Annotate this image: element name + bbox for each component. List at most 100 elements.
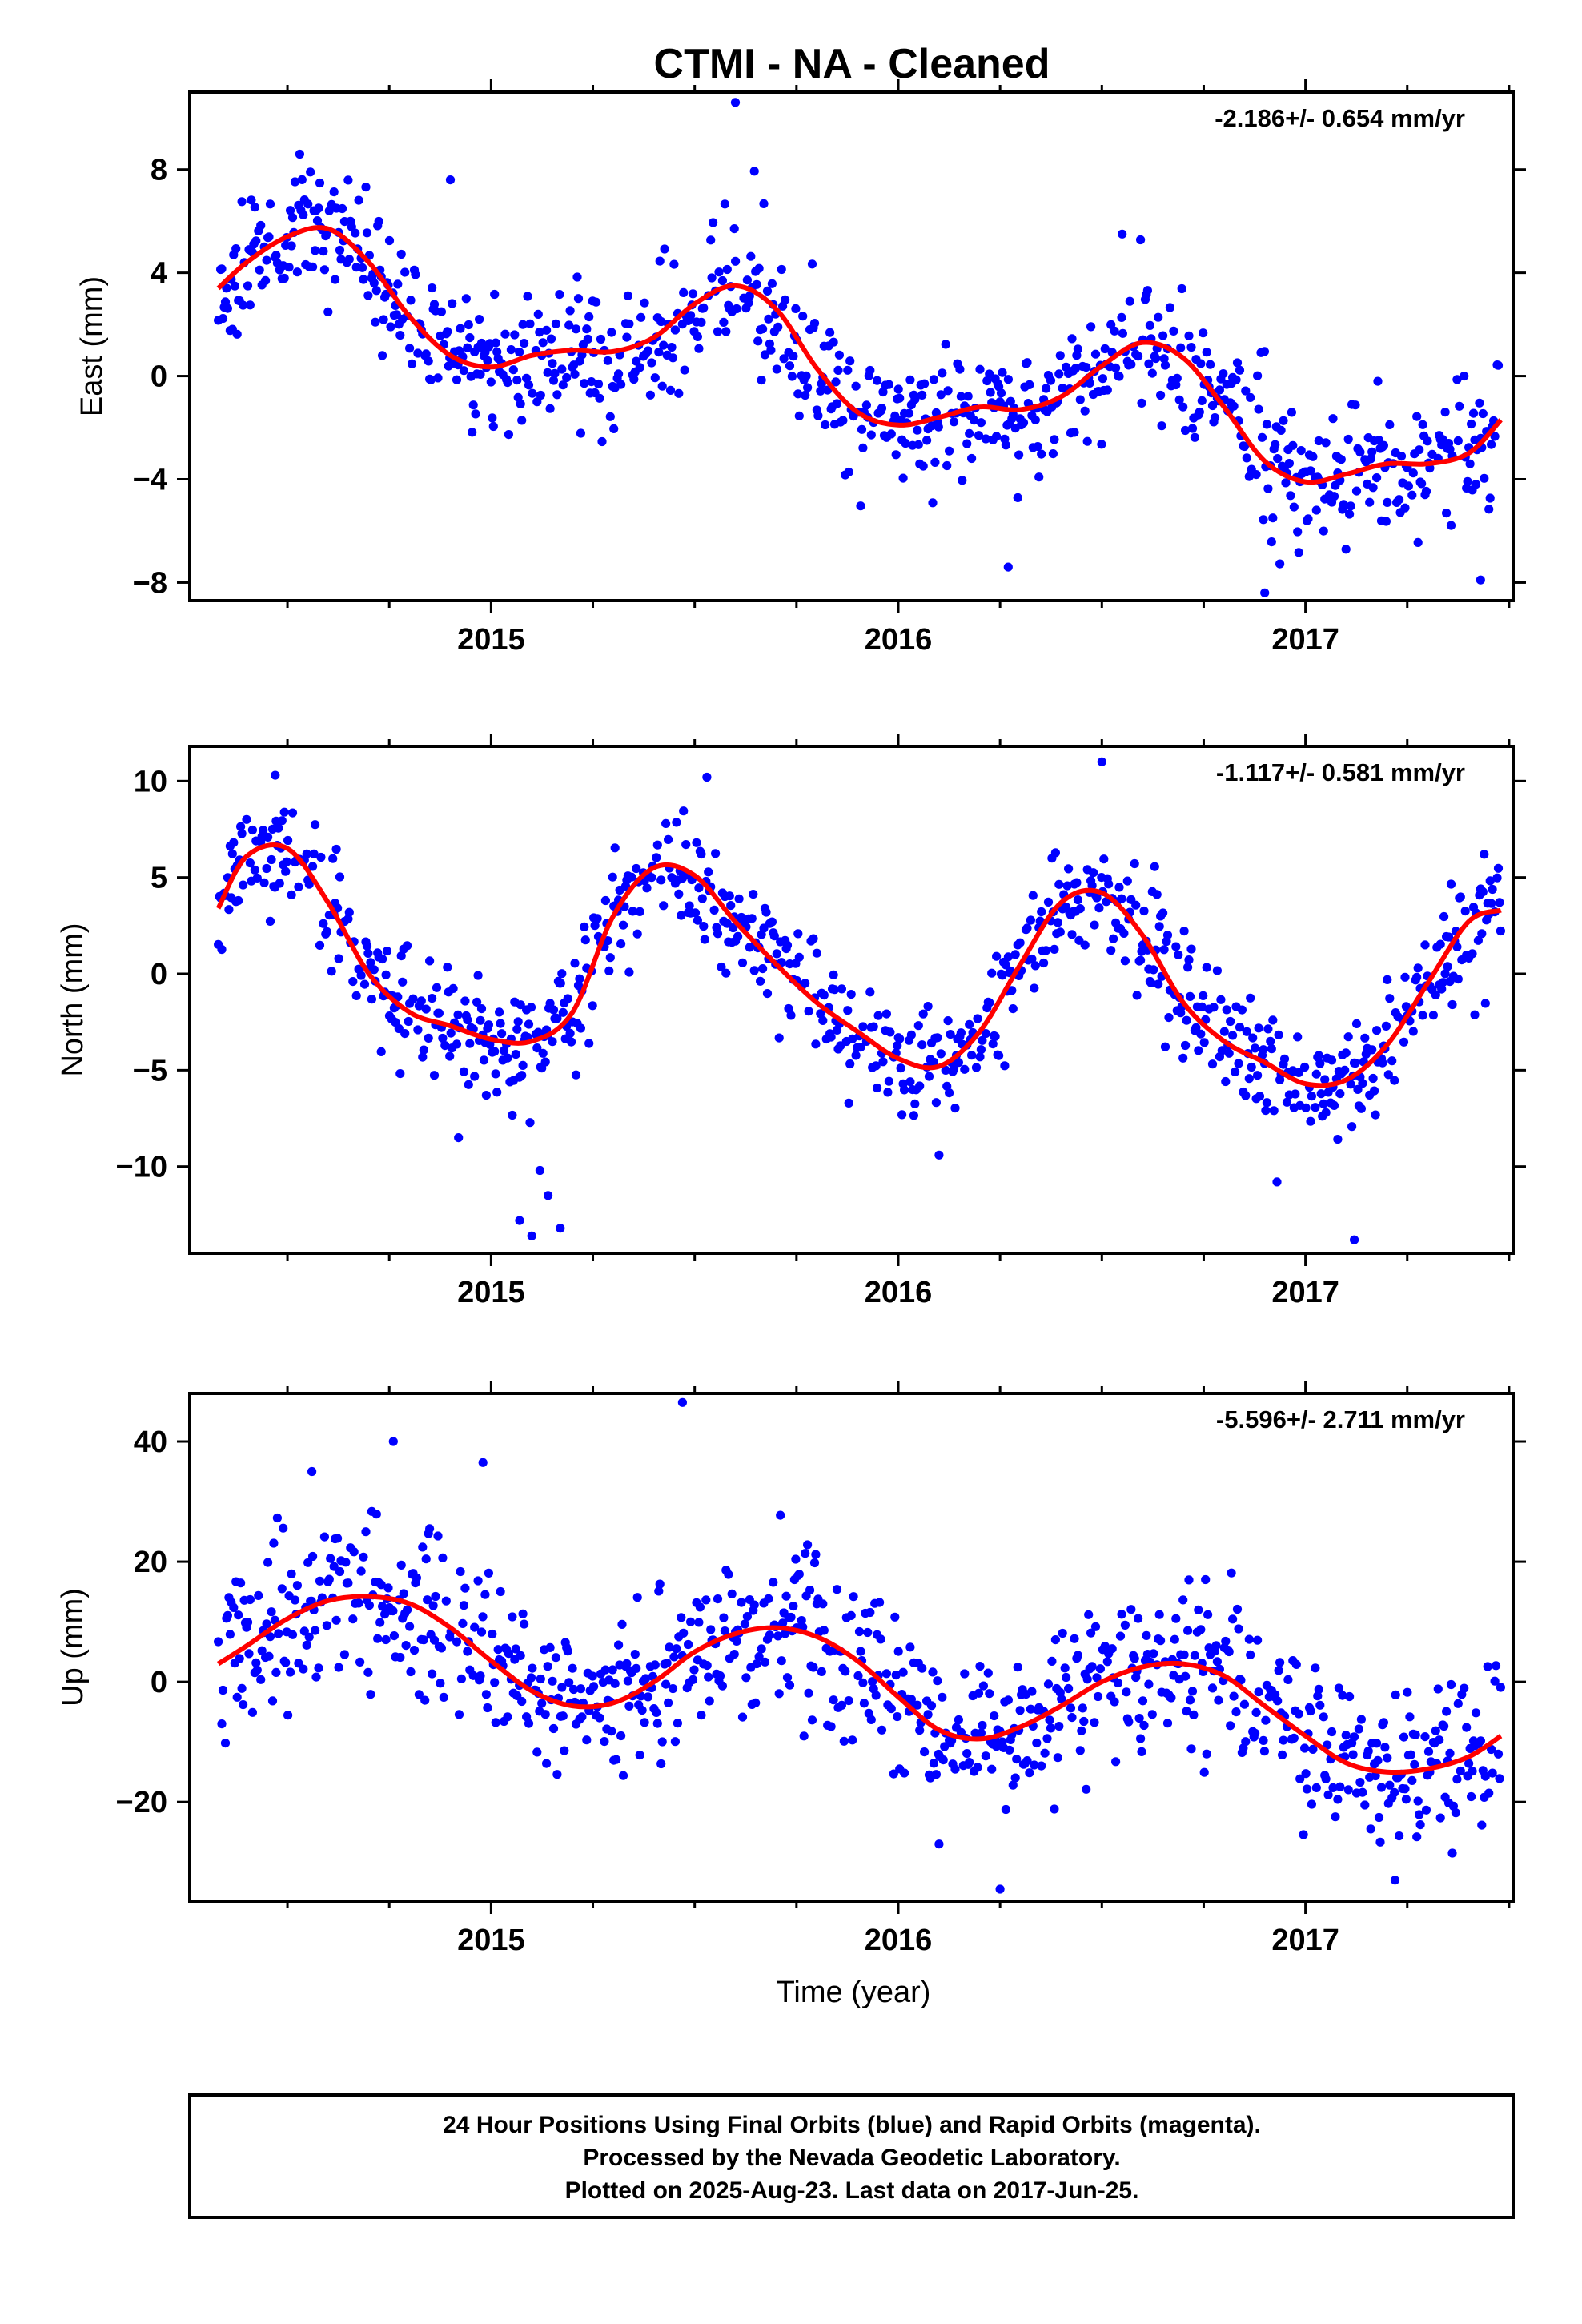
- data-point: [656, 1759, 666, 1769]
- data-point: [812, 948, 821, 958]
- outlier-point: [388, 1437, 398, 1446]
- data-point: [1267, 537, 1276, 547]
- data-point: [315, 940, 325, 950]
- data-point: [548, 1037, 557, 1047]
- data-point: [929, 375, 938, 384]
- data-point: [1154, 922, 1164, 931]
- data-point: [520, 1619, 529, 1629]
- data-point: [776, 1510, 785, 1520]
- data-point: [721, 327, 731, 336]
- data-point: [1488, 1768, 1497, 1778]
- data-point: [1279, 1054, 1290, 1063]
- data-point: [740, 1619, 750, 1629]
- data-point: [384, 235, 395, 246]
- data-point: [1043, 1679, 1054, 1689]
- data-point: [582, 1735, 592, 1745]
- data-point: [749, 966, 759, 975]
- data-point: [1439, 911, 1449, 922]
- data-point: [1480, 473, 1489, 483]
- data-point: [758, 964, 768, 974]
- data-point: [994, 1051, 1004, 1060]
- data-point: [858, 1678, 868, 1687]
- data-point: [1263, 1024, 1273, 1034]
- data-point: [829, 985, 840, 995]
- data-point: [1442, 1707, 1452, 1716]
- outlier-point: [1003, 562, 1013, 572]
- data-point: [608, 872, 617, 882]
- data-point: [1255, 1092, 1265, 1101]
- data-point: [982, 376, 992, 386]
- data-point: [978, 1720, 987, 1731]
- data-point: [1082, 1784, 1091, 1794]
- data-point: [1014, 450, 1024, 460]
- data-point: [371, 1510, 381, 1519]
- data-point: [766, 345, 776, 355]
- data-point: [1062, 881, 1072, 891]
- data-point: [681, 840, 691, 850]
- outlier-point: [1272, 1177, 1282, 1187]
- data-point: [1321, 438, 1331, 448]
- data-point: [303, 199, 313, 209]
- data-point: [465, 1039, 475, 1048]
- data-point: [777, 264, 786, 275]
- data-point: [1137, 1747, 1146, 1756]
- data-point: [453, 1010, 463, 1019]
- data-point: [1179, 1650, 1189, 1659]
- data-point: [1278, 1750, 1287, 1759]
- data-point: [1462, 1723, 1472, 1732]
- data-point: [1185, 991, 1195, 1001]
- data-point: [764, 1594, 773, 1603]
- data-point: [1003, 1695, 1013, 1705]
- data-point: [473, 971, 483, 980]
- data-point: [250, 203, 259, 212]
- data-point: [1347, 1122, 1357, 1132]
- data-point: [1113, 1678, 1123, 1688]
- data-point: [714, 267, 724, 277]
- data-point: [1373, 1755, 1383, 1765]
- data-point: [616, 939, 626, 949]
- data-point: [655, 1579, 665, 1589]
- data-point: [1301, 1769, 1311, 1779]
- data-point: [732, 1636, 741, 1646]
- data-point: [407, 359, 417, 368]
- data-point: [709, 218, 718, 227]
- outlier-point: [1260, 588, 1270, 597]
- data-point: [1109, 934, 1118, 943]
- data-point: [884, 380, 893, 389]
- data-point: [331, 275, 340, 284]
- data-point: [773, 322, 783, 332]
- data-point: [267, 1607, 276, 1617]
- data-point: [1306, 1706, 1315, 1716]
- data-point: [464, 1080, 473, 1089]
- data-point: [986, 388, 995, 397]
- data-point: [866, 1715, 876, 1724]
- data-point: [954, 1715, 963, 1725]
- data-point: [558, 1711, 568, 1721]
- data-point: [1281, 478, 1291, 488]
- data-point: [1231, 375, 1241, 384]
- data-point: [1231, 1707, 1241, 1717]
- data-point: [607, 1727, 616, 1736]
- data-point: [674, 388, 684, 398]
- data-point: [1345, 1691, 1355, 1702]
- data-point: [231, 244, 241, 254]
- data-point: [443, 963, 452, 972]
- data-point: [865, 1607, 875, 1618]
- data-point: [973, 1763, 982, 1772]
- data-point: [406, 296, 416, 305]
- data-point: [1028, 891, 1038, 900]
- data-point: [809, 1663, 818, 1672]
- data-point: [1253, 371, 1263, 380]
- data-point: [1368, 1073, 1378, 1084]
- data-point: [1295, 1774, 1305, 1783]
- data-point: [1060, 1663, 1070, 1673]
- data-point: [1251, 470, 1261, 480]
- data-point: [1241, 1091, 1251, 1100]
- data-point: [779, 354, 789, 364]
- data-point: [817, 1667, 826, 1676]
- data-point: [1030, 1760, 1039, 1770]
- data-point: [239, 1700, 248, 1710]
- data-point: [504, 1649, 514, 1659]
- data-point: [335, 872, 345, 882]
